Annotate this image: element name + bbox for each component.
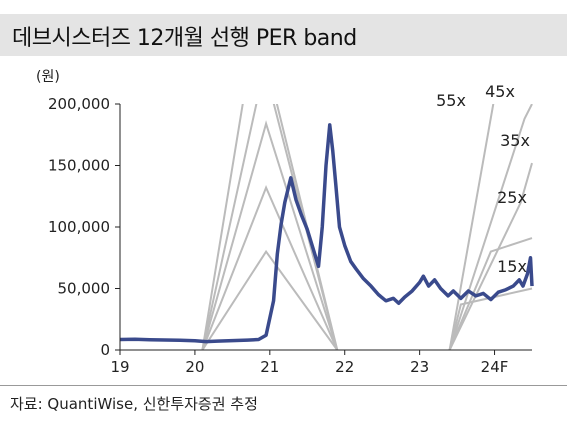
band-line-15x-1 [201,249,339,350]
band-line-35x-1 [201,120,339,350]
per-bands [201,104,533,350]
band-label-45x: 45x [485,82,515,101]
source-note: 자료: QuantiWise, 신한투자증권 추정 [10,395,258,413]
band-line-35x-2 [448,162,533,350]
band-label-15x: 15x [497,257,527,276]
band-line-25x-2 [448,237,533,350]
y-unit-label: (원) [36,69,60,85]
x-tick-label: 21 [260,358,279,376]
band-line-45x-2 [448,104,533,350]
band-line-15x-2 [448,287,533,350]
band-label-35x: 35x [500,131,530,150]
x-tick-label: 19 [110,358,129,376]
y-tick-label: 0 [100,341,110,359]
price-series [119,123,534,344]
band-line-45x-1 [201,104,339,350]
chart-title: 데브시스터즈 12개월 선행 PER band [12,26,357,51]
y-tick-label: 50,000 [58,280,111,298]
y-tick-label: 200,000 [48,95,110,113]
x-tick-label: 22 [335,358,354,376]
x-tick-label: 23 [410,358,429,376]
y-tick-label: 100,000 [48,218,110,236]
band-line-55x-2 [448,104,495,350]
band-line-25x-1 [201,185,339,350]
band-label-55x: 55x [436,91,466,110]
title-bar: 데브시스터즈 12개월 선행 PER band [0,14,567,56]
axes: 0 50,000 100,000 150,000 200,000 19 20 21 22 23 24… [48,95,532,376]
price-line [119,123,534,344]
y-tick-label: 150,000 [48,157,110,175]
band-labels: 15x 25x 35x 45x 55x [436,82,530,276]
x-tick-label: 20 [185,358,204,376]
source-divider [0,385,567,386]
band-label-25x: 25x [497,188,527,207]
x-tick-label: 24F [481,358,509,376]
